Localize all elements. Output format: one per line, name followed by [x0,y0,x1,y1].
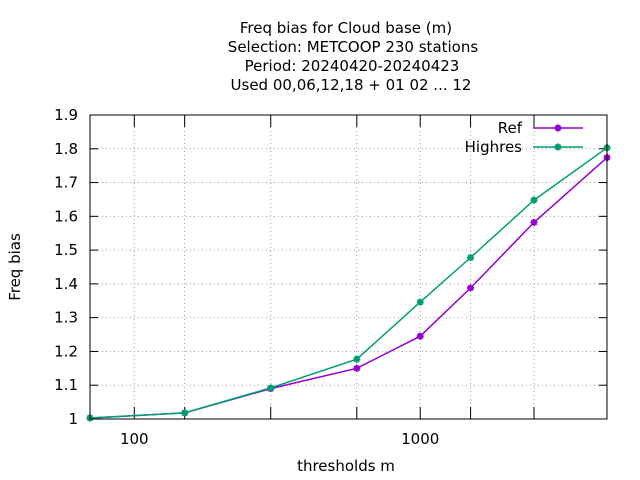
marker-stroke [353,365,360,372]
tick-labels: 1 1.1 1.2 1.3 1.4 1.5 1.6 1.7 1.8 1.9 100 1000 [54,106,439,448]
y-tick-label: 1.1 [54,376,78,394]
legend-entry-highres: Highres [465,138,583,156]
marker-stroke [353,356,360,363]
marker-stroke [417,333,424,340]
data-point-highres [416,298,424,306]
marker-stroke [181,409,188,417]
y-axis-label: Freq bias [6,233,24,301]
marker-stroke [267,384,274,392]
data-point-highres [467,254,475,262]
marker-stroke [417,298,424,306]
data-point-highres [181,409,189,417]
marker-stroke [467,254,474,261]
axis-ticks [89,114,608,420]
x-axis-label: thresholds m [297,457,395,475]
data-point-ref [416,332,424,340]
marker-stroke [554,124,562,132]
chart-title: Freq bias for Cloud base (m) Selection: … [228,19,479,94]
data-point-ref [353,364,361,372]
series-line-highres [89,147,608,419]
marker-stroke [530,219,538,226]
legend-label-ref: Ref [498,119,523,137]
title-line-1: Freq bias for Cloud base (m) [240,19,452,37]
legend-entry-ref: Ref [498,119,583,137]
legend-label-highres: Highres [465,138,523,156]
x-tick-label: 100 [120,430,149,448]
plot-frame [89,114,608,420]
title-line-3: Period: 20240420-20240423 [245,57,460,75]
series-layer [86,144,611,422]
legend-marker-highres [554,143,562,151]
y-tick-label: 1.7 [54,174,78,192]
y-tick-label: 1.5 [54,241,78,259]
title-line-4: Used 00,06,12,18 + 01 02 ... 12 [231,76,472,94]
marker-stroke [554,143,562,151]
y-tick-label: 1.3 [54,309,78,327]
y-tick-label: 1.4 [54,275,78,293]
data-point-ref [467,284,475,292]
legend-marker-ref [554,124,562,132]
grid [90,115,607,419]
series-highres [86,144,611,422]
y-tick-label: 1.2 [54,342,78,360]
series-ref [86,154,611,422]
data-point-highres [353,355,361,363]
title-line-2: Selection: METCOOP 230 stations [228,38,479,56]
series-line-ref [89,157,608,419]
data-point-highres [267,384,275,392]
y-tick-label: 1.6 [54,207,78,225]
x-tick-label: 1000 [401,430,439,448]
y-tick-label: 1.8 [54,140,78,158]
data-point-highres [530,196,538,204]
marker-stroke [467,284,474,292]
y-tick-label: 1 [68,410,78,428]
marker-stroke [530,196,538,204]
y-tick-label: 1.9 [54,106,78,124]
data-point-ref [530,218,538,226]
